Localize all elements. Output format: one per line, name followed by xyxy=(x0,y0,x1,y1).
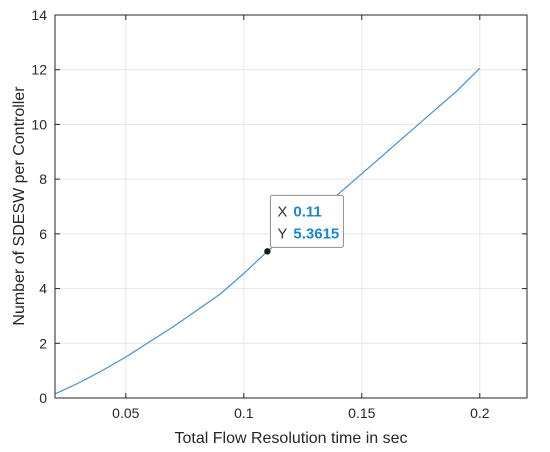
plot-frame xyxy=(54,14,528,399)
y-tick-label: 0 xyxy=(39,390,47,406)
grid xyxy=(55,14,527,399)
datatip-x-value: 0.11 xyxy=(293,203,321,220)
y-tick-label: 14 xyxy=(31,7,47,23)
y-tick-label: 12 xyxy=(31,62,47,78)
x-tick-label: 0.2 xyxy=(470,405,490,421)
x-axis-ticks: 0.05 0.1 0.15 0.2 xyxy=(112,15,490,421)
y-axis-label: Number of SDESW per Controller xyxy=(11,86,28,326)
x-tick-label: 0.15 xyxy=(348,405,375,421)
y-tick-label: 10 xyxy=(31,116,47,132)
datatip-marker[interactable] xyxy=(264,248,271,255)
datatip-box xyxy=(269,194,344,248)
datatip-x-key: X xyxy=(277,203,287,220)
datatip-y-value: 5.3615 xyxy=(293,225,339,242)
datatip[interactable]: X 0.11 Y 5.3615 xyxy=(264,194,344,255)
x-tick-label: 0.05 xyxy=(112,405,139,421)
x-axis-label: Total Flow Resolution time in sec xyxy=(175,430,408,447)
x-tick-label: 0.1 xyxy=(234,405,254,421)
y-axis-ticks: 0 2 4 6 8 10 12 14 xyxy=(31,7,527,406)
y-tick-label: 4 xyxy=(39,281,47,297)
y-tick-label: 8 xyxy=(39,171,47,187)
datatip-y-key: Y xyxy=(277,225,287,242)
y-tick-label: 2 xyxy=(39,335,47,351)
y-tick-label: 6 xyxy=(39,226,47,242)
